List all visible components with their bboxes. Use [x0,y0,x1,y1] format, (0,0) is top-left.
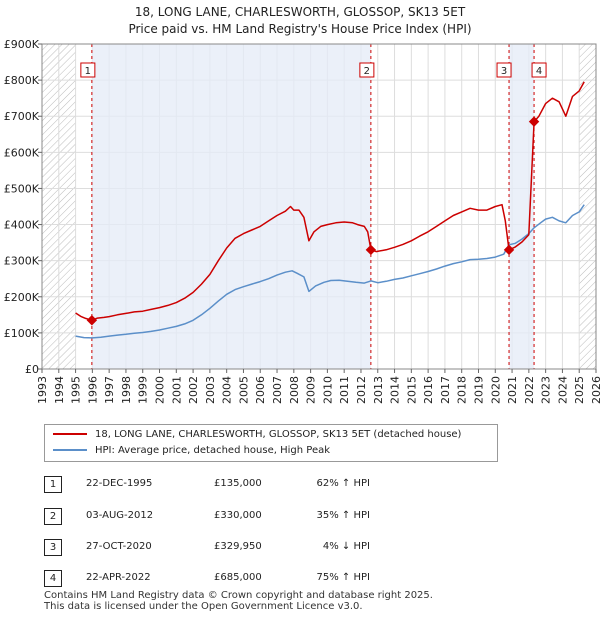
ownership-shade [91,44,371,369]
sale-row: 1 22-DEC-1995 £135,000 62% ↑ HPI [44,474,544,494]
sale-date: 22-APR-2022 [86,572,151,583]
x-tick-label: 2026 [590,376,600,404]
x-tick-label: 2025 [573,376,586,404]
y-tick-label: £700K [4,110,40,123]
x-tick-label: 2018 [456,376,469,404]
x-tick-label: 2011 [338,376,351,404]
legend-label-hpi: HPI: Average price, detached house, High… [95,445,331,456]
sale-marker-label: 4 [536,66,542,77]
x-tick-label: 2001 [170,376,183,404]
chart-legend: 18, LONG LANE, CHARLESWORTH, GLOSSOP, SK… [44,424,498,462]
sale-point-marker [86,315,98,326]
sale-marker-box [496,62,512,78]
sale-price: £135,000 [214,478,262,489]
x-tick-label: 2024 [556,376,569,404]
sale-marker-box [80,62,96,78]
sale-hpi-change: 35% ↑ HPI [316,510,370,521]
sale-price: £330,000 [214,510,262,521]
x-tick-label: 2015 [405,376,418,404]
x-tick-label: 2020 [489,376,502,404]
legend-line-property [53,433,87,435]
sale-date: 03-AUG-2012 [86,510,154,521]
sale-row: 2 03-AUG-2012 £330,000 35% ↑ HPI [44,506,544,526]
sale-hpi-change: 4% ↓ HPI [322,541,370,552]
x-tick-label: 2010 [321,376,334,404]
x-tick-label: 2004 [221,376,234,404]
x-tick-label: 2002 [187,376,200,404]
x-tick-label: 2003 [204,376,217,404]
y-tick-label: £400K [4,219,40,232]
legend-entry-hpi: HPI: Average price, detached house, High… [53,443,330,459]
x-tick-label: 2008 [288,376,301,404]
sale-price: £329,950 [214,541,262,552]
x-tick-label: 2000 [154,376,167,404]
chart-title: 18, LONG LANE, CHARLESWORTH, GLOSSOP, SK… [135,5,466,19]
plot-border [41,43,597,370]
sale-number: 3 [44,539,62,556]
x-tick-label: 2021 [506,376,519,404]
footer-copyright: Contains HM Land Registry data © Crown c… [44,590,433,601]
sale-number: 4 [44,570,62,587]
footer-attribution: Contains HM Land Registry data © Crown c… [44,590,433,612]
sale-hpi-change: 75% ↑ HPI [316,572,370,583]
sale-number: 2 [44,508,62,525]
y-tick-label: £0 [25,363,39,376]
x-tick-label: 2007 [271,376,284,404]
y-tick-label: £300K [4,255,40,268]
hpi-series-line [75,204,585,339]
sale-marker-box [359,62,375,78]
sale-marker-label: 2 [364,66,370,77]
sale-point-marker [503,244,515,256]
x-tick-label: 2006 [254,376,267,404]
sale-marker-label: 1 [85,66,91,77]
sale-marker-label: 3 [501,66,507,77]
x-tick-label: 2009 [305,376,318,404]
sale-row: 4 22-APR-2022 £685,000 75% ↑ HPI [44,568,544,588]
x-tick-label: 2014 [389,376,402,404]
hatched-region [579,44,596,369]
chart-subtitle: Price paid vs. HM Land Registry's House … [128,22,471,36]
y-tick-label: £200K [4,291,40,304]
x-tick-label: 1997 [103,376,116,404]
x-tick-label: 2005 [237,376,250,404]
footer-licence: This data is licensed under the Open Gov… [44,601,363,612]
x-tick-label: 1994 [53,376,66,404]
x-tick-label: 1995 [70,376,83,404]
x-tick-label: 2013 [372,376,385,404]
sale-marker-box [531,62,547,78]
x-tick-label: 2016 [422,376,435,404]
sale-hpi-change: 62% ↑ HPI [316,478,370,489]
x-tick-label: 2022 [523,376,536,404]
sale-row: 3 27-OCT-2020 £329,950 4% ↓ HPI [44,537,544,557]
x-tick-label: 2019 [472,376,485,404]
y-tick-label: £900K [4,38,40,51]
y-tick-label: £800K [4,74,40,87]
x-tick-label: 2023 [540,376,553,404]
sale-date: 27-OCT-2020 [86,541,152,552]
x-tick-label: 2017 [439,376,452,404]
y-tick-label: £100K [4,327,40,340]
x-tick-label: 1996 [86,376,99,404]
x-tick-label: 1998 [120,376,133,404]
sale-point-marker [365,244,377,256]
x-tick-label: 2012 [355,376,368,404]
legend-entry-property: 18, LONG LANE, CHARLESWORTH, GLOSSOP, SK… [53,427,461,443]
price-chart: 18, LONG LANE, CHARLESWORTH, GLOSSOP, SK… [4,5,600,404]
y-tick-label: £500K [4,182,40,195]
y-tick-label: £600K [4,146,40,159]
sale-number: 1 [44,476,62,493]
x-tick-label: 1999 [137,376,150,404]
sale-price: £685,000 [214,572,262,583]
x-tick-label: 1993 [36,376,49,404]
legend-line-hpi [53,449,87,451]
sale-point-marker [528,116,540,127]
sale-date: 22-DEC-1995 [86,478,153,489]
legend-label-property: 18, LONG LANE, CHARLESWORTH, GLOSSOP, SK… [95,429,462,440]
